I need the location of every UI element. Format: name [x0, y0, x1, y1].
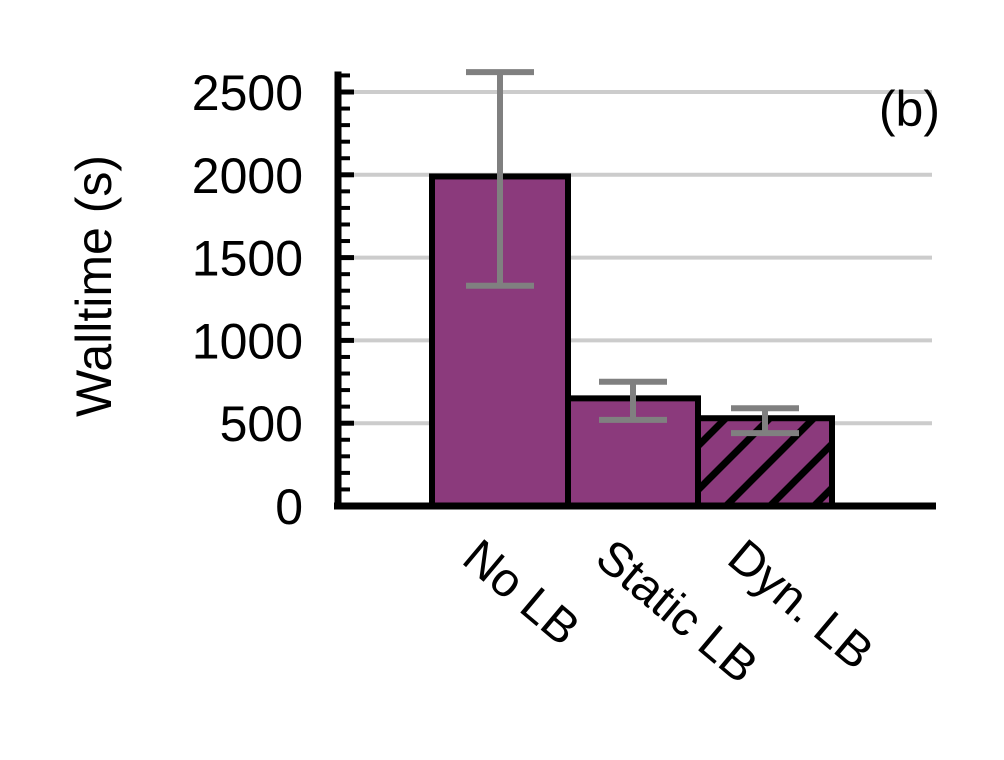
y-axis-title: Walltime (s): [66, 155, 122, 417]
grid-lines: [338, 90, 932, 426]
y-tick-label-1000: 1000: [192, 313, 303, 369]
y-tick-label-1500: 1500: [192, 231, 303, 287]
error-bars: [466, 69, 799, 437]
y-tick-label-2500: 2500: [192, 65, 303, 121]
error-bar-1: [599, 378, 667, 423]
y-tick-label-500: 500: [220, 396, 303, 452]
y-tick-label-0: 0: [275, 479, 303, 535]
panel-label: (b): [879, 81, 940, 137]
error-bar-0: [466, 69, 534, 289]
axes: [334, 71, 936, 510]
x-tick-label-0: No LB: [453, 530, 589, 656]
y-tick-label-2000: 2000: [192, 148, 303, 204]
error-bar-2: [731, 405, 799, 437]
